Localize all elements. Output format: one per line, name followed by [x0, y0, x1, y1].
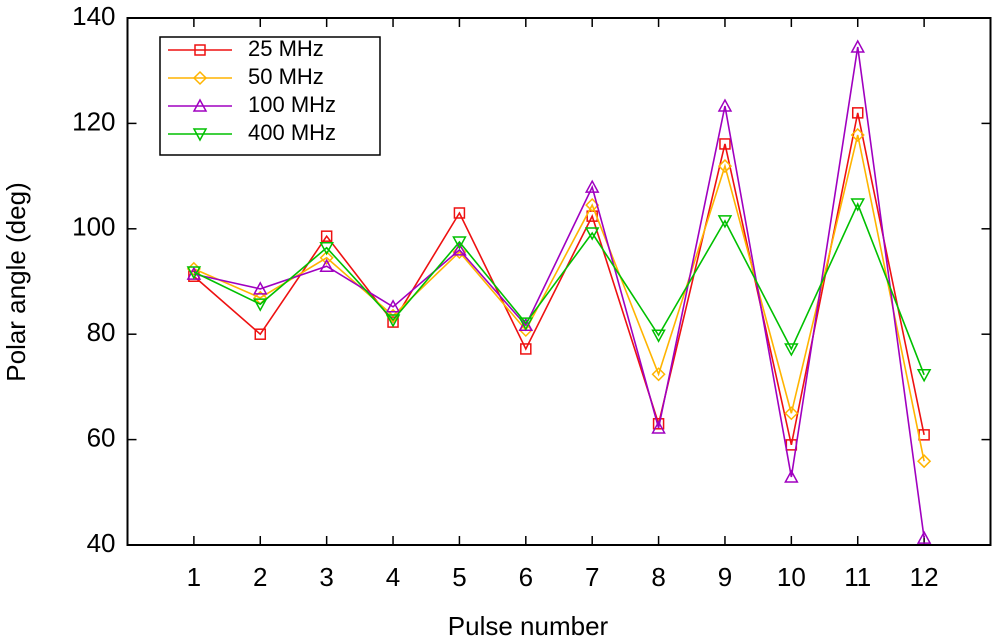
- plot-frame: [126, 17, 992, 546]
- data-point: [385, 308, 401, 323]
- data-point: [520, 343, 532, 355]
- data-point: [320, 230, 333, 242]
- data-point: [319, 250, 334, 265]
- legend-marker: [192, 128, 208, 142]
- data-point: [385, 299, 401, 313]
- data-point: [850, 198, 865, 212]
- x-tick-label: 1: [187, 562, 201, 592]
- data-point: [253, 298, 268, 312]
- data-point: [916, 530, 932, 544]
- legend-marker: [194, 44, 206, 56]
- data-point: [851, 107, 864, 119]
- x-tick-label: 11: [844, 562, 871, 592]
- data-point: [850, 39, 865, 53]
- data-point: [452, 242, 467, 256]
- data-point: [453, 207, 466, 219]
- series-line: [193, 112, 925, 446]
- series-line: [193, 201, 925, 376]
- data-point: [916, 369, 932, 383]
- data-point: [719, 138, 731, 150]
- data-point: [254, 328, 267, 340]
- data-point: [584, 227, 600, 241]
- x-tick-label: 6: [519, 562, 533, 592]
- data-point: [717, 98, 733, 112]
- series-line: [193, 134, 925, 462]
- data-point: [784, 406, 799, 421]
- data-point: [717, 159, 733, 174]
- y-tick-label: 120: [72, 106, 115, 136]
- x-axis-label: Pulse number: [448, 611, 609, 641]
- data-point: [319, 258, 334, 272]
- y-tick-label: 80: [87, 317, 116, 347]
- data-point: [784, 343, 799, 357]
- data-point: [186, 266, 202, 280]
- data-point: [518, 317, 534, 331]
- x-tick-label: 5: [452, 562, 466, 592]
- data-point: [717, 215, 733, 229]
- data-point: [652, 418, 665, 430]
- y-axis-label: Polar angle (deg): [1, 182, 31, 381]
- x-tick-label: 2: [253, 562, 267, 592]
- legend-label: 100 MHz: [248, 92, 336, 117]
- data-point: [253, 281, 268, 295]
- legend-label: 25 MHz: [248, 36, 324, 61]
- x-tick-label: 10: [777, 562, 806, 592]
- legend-label: 50 MHz: [248, 64, 324, 89]
- y-tick-label: 60: [87, 422, 116, 452]
- data-point: [917, 454, 932, 469]
- x-tick-label: 9: [718, 562, 732, 592]
- y-tick-label: 100: [72, 212, 115, 242]
- data-point: [452, 236, 467, 250]
- data-point: [385, 314, 401, 328]
- x-tick-label: 3: [319, 562, 333, 592]
- data-point: [850, 127, 865, 143]
- legend-label: 400 MHz: [248, 120, 336, 145]
- data-point: [651, 329, 666, 343]
- legend-marker: [192, 70, 208, 86]
- data-point: [319, 242, 334, 256]
- x-tick-label: 7: [585, 562, 599, 592]
- data-point: [784, 469, 799, 483]
- x-tick-label: 8: [651, 562, 665, 592]
- data-point: [651, 420, 666, 434]
- legend-marker: [192, 98, 208, 112]
- data-point: [584, 179, 600, 193]
- x-tick-label: 12: [910, 562, 939, 592]
- y-tick-label: 40: [87, 528, 116, 558]
- data-point: [651, 367, 666, 382]
- series-line: [193, 46, 925, 539]
- x-tick-label: 4: [386, 562, 400, 592]
- y-tick-label: 140: [72, 1, 115, 31]
